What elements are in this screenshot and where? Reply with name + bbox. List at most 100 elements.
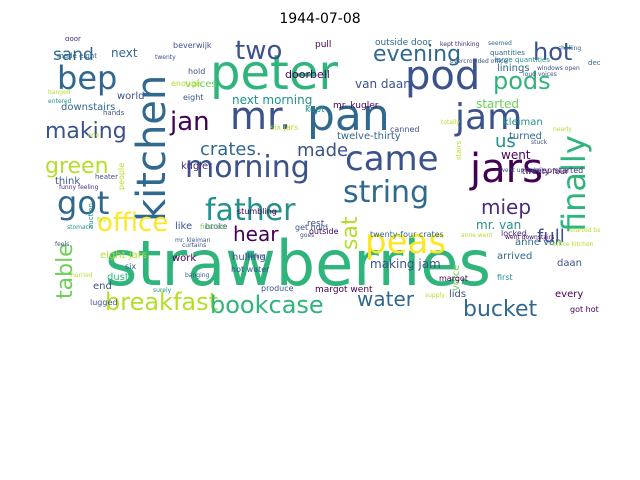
word-kept-thinking: kept thinking: [440, 41, 480, 48]
word-funny-feeling: funny feeling: [59, 184, 99, 191]
word-sat: sat: [338, 216, 363, 250]
word-first: first: [497, 273, 513, 282]
word-world: world: [117, 91, 145, 102]
word-us: us: [495, 131, 516, 152]
word-eight-jars: eight jars: [100, 250, 147, 261]
word-kept: kept: [305, 105, 325, 115]
word-made: made: [297, 140, 348, 161]
word-jars: jars: [469, 146, 543, 192]
word-linings: linings: [497, 63, 530, 74]
word-enough: enough: [171, 79, 201, 88]
word-hurried: hurried: [71, 272, 93, 279]
word-people: people: [117, 163, 126, 190]
word-making: making: [45, 119, 127, 144]
word-six: six: [125, 262, 136, 271]
word-margot-went: margot went: [315, 285, 373, 295]
word-went-upstairs: went upstairs: [500, 167, 541, 174]
word-anne-went: anne went: [461, 232, 493, 239]
word-anne-van: anne van: [515, 237, 562, 248]
word-mr: mr.: [230, 94, 291, 138]
word-jan: jan: [169, 107, 210, 137]
word-pull: pull: [315, 40, 331, 50]
word-father: father: [205, 193, 296, 228]
word-got-hot: got hot: [570, 305, 599, 314]
word-arrived: arrived: [497, 251, 532, 262]
word-hot: hot: [533, 38, 572, 66]
word-office-kitchen: office kitchen: [553, 241, 594, 248]
word-auction: auction: [87, 203, 95, 229]
word-rest: rest: [307, 219, 325, 229]
word-got: got: [57, 184, 109, 222]
word-green: green: [45, 154, 109, 179]
word-office: office: [97, 208, 168, 238]
word-went-downstairs: went downstairs: [505, 234, 554, 241]
word-doorbell: doorbell: [285, 68, 330, 81]
word-pods: pods: [493, 67, 551, 95]
word-banged: banged: [48, 89, 71, 96]
word-lids: lids: [449, 289, 466, 300]
word-get-hold: get hold: [295, 223, 328, 232]
word-pod: pod: [405, 53, 480, 99]
word-hands: hands: [103, 109, 125, 117]
word-overcrowded-office: overcrowded office: [450, 58, 507, 65]
word-peter: peter: [210, 45, 338, 101]
word-table: table: [53, 243, 78, 299]
word-bookcase: bookcase: [210, 291, 324, 319]
word-entered: entered: [48, 98, 72, 105]
word-produce: produce: [261, 284, 294, 293]
word-goes: goes: [300, 232, 314, 239]
word-beverwijk: beverwijk: [173, 41, 212, 50]
word-mr-kugler: mr. kugler: [333, 101, 379, 111]
word-six-jars: six jars: [270, 123, 298, 132]
word-twenty-four: twenty-four: [522, 167, 569, 176]
word-windows-open: windows open: [537, 65, 580, 72]
word-outside: outside: [309, 227, 339, 236]
word-twelve-thirty: twelve-thirty: [337, 131, 401, 142]
word-kleiman: kleiman: [503, 117, 543, 128]
word-two: two: [235, 37, 282, 66]
word-next: next: [111, 46, 138, 60]
word-miep-started: miep started: [532, 166, 583, 175]
word-shelling: shelling: [558, 45, 581, 52]
chart-title: 1944-07-08: [279, 11, 361, 27]
word-heater: heater: [95, 173, 118, 181]
word-outside-door: outside door: [375, 38, 432, 48]
word-evening: evening: [373, 42, 461, 67]
word-door: door: [65, 37, 81, 43]
word-daan: daan: [557, 258, 582, 269]
word-eight: eight: [183, 93, 203, 102]
word-voices: voices: [185, 79, 217, 90]
word-stumbling: stumbling: [237, 207, 277, 216]
word-came: came: [345, 139, 439, 179]
word-went: went: [501, 148, 531, 162]
word-broke: broke: [205, 222, 227, 231]
word-twenty-four-crates: twenty-four crates: [370, 230, 444, 239]
word-feels: feels: [55, 241, 69, 248]
word-fire: fire: [97, 217, 107, 224]
word-first-six: first six: [200, 223, 226, 231]
word-locked: locked: [501, 229, 527, 238]
word-work: work: [172, 253, 196, 264]
word-sand: sand: [53, 45, 94, 65]
word-canned: canned: [390, 125, 419, 134]
word-started-baking: started baking: [570, 227, 600, 234]
word-started: started: [476, 97, 519, 111]
word-hear: hear: [233, 222, 279, 246]
word-quantities: quantities: [490, 49, 525, 57]
word-hulling: hulling: [232, 252, 266, 263]
word-morning: morning: [185, 150, 310, 185]
word-dusty: dusty: [107, 272, 135, 283]
word-van-daan: van daan: [355, 77, 411, 91]
word-deck: deck: [588, 59, 600, 67]
word-pan: pan: [307, 90, 390, 141]
word-supply: supply: [425, 292, 445, 299]
word-hot-water: hot water: [231, 265, 270, 274]
word-stairs: stairs: [455, 140, 463, 160]
word-think: think: [55, 176, 80, 187]
word-surely: surely: [153, 287, 172, 294]
word-lugged: lugged: [90, 298, 117, 307]
word-next-morning: next morning: [232, 93, 312, 107]
word-large-quantities: large quantities: [495, 56, 550, 64]
word-peas: peas: [365, 222, 446, 262]
